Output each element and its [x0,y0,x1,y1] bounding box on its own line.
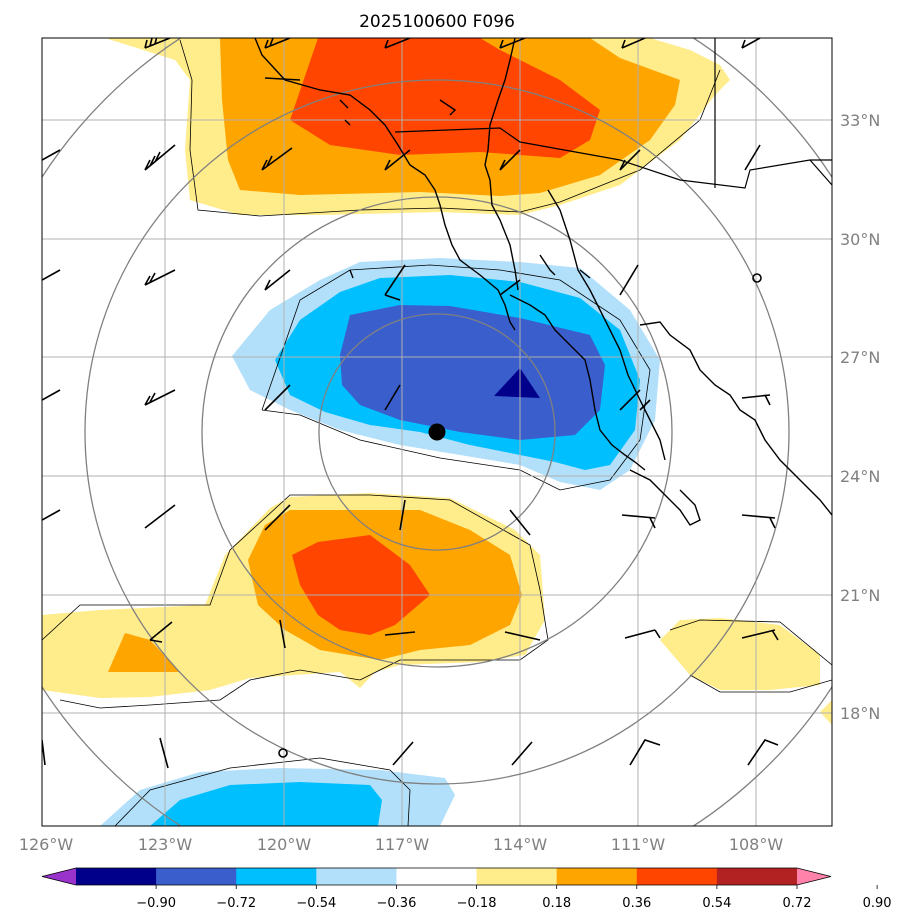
storm-center-dot [428,423,446,441]
wind-barbs [42,38,779,769]
colorbar-tick-label: 0.36 [622,896,651,911]
figure-title: 2025100600 F096 [359,12,515,32]
colorbar-tick-label: −0.18 [457,896,497,911]
lon-label: 108°W [729,835,784,854]
colorbar-extend-high [797,868,831,885]
anomaly-negative-center [232,258,660,490]
longitude-labels: 126°W 123°W 120°W 117°W 114°W 111°W 108°… [19,835,784,854]
colorbar-tick-label: 0.54 [702,896,731,911]
colorbar-tick-label: 0.90 [863,896,892,911]
lon-label: 120°W [257,835,312,854]
colorbar-tick-label: −0.54 [296,896,336,911]
colorbar-segment [76,868,157,885]
colorbar-tick-label: 0.18 [542,896,571,911]
colorbar-segment [636,868,718,885]
lon-label: 111°W [611,835,666,854]
colorbar: −0.90 −0.72 −0.54 −0.36 −0.18 0.18 0.36 0.54 0.7… [41,867,892,911]
colorbar-segment [556,868,638,885]
colorbar-segment [316,868,397,885]
colorbar-segment [716,868,798,885]
colorbar-tick-label: 0.72 [783,896,812,911]
lat-label: 21°N [840,586,880,605]
latitude-labels: 33°N 30°N 27°N 24°N 21°N 18°N [840,111,880,723]
anomaly-positive-north [105,38,730,215]
lon-label: 123°W [138,835,193,854]
colorbar-tick-label: −0.72 [216,896,256,911]
state-borders [394,38,832,189]
lat-label: 18°N [840,704,880,723]
lat-label: 24°N [840,467,880,486]
lon-label: 126°W [19,835,74,854]
coastlines [254,38,832,526]
plot-area [42,38,832,826]
plot-frame [41,37,833,827]
anomaly-negative-south [100,768,455,826]
colorbar-tick-label: −0.90 [136,896,176,911]
colorbar-segment [236,868,317,885]
lat-label: 27°N [840,348,880,367]
colorbar-segment [396,868,478,885]
graticule [42,38,832,826]
lat-label: 30°N [840,230,880,249]
lat-label: 33°N [840,111,880,130]
colorbar-extend-low [42,868,76,885]
lon-label: 114°W [493,835,548,854]
colorbar-segment [476,868,558,885]
lon-label: 117°W [375,835,430,854]
colorbar-segment [156,868,237,885]
colorbar-tick-label: −0.36 [377,896,417,911]
